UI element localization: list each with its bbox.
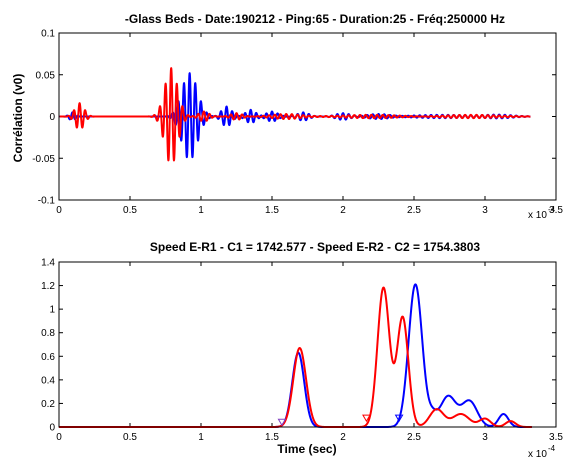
chart-bottom-marker-purple (277, 418, 287, 427)
chart-bottom-xlabel: Time (sec) (277, 442, 336, 456)
chart-top-xtick-label: 2.5 (407, 205, 421, 216)
chart-bottom-xtick-label: 0 (56, 432, 62, 443)
chart-top-xscale-exp: -4 (548, 205, 556, 214)
chart-top-lines (58, 67, 532, 162)
chart-bottom-ytick-label: 0.6 (41, 352, 55, 363)
chart-bottom-xscale: x 10 (528, 449, 547, 458)
chart-top-title: -Glass Beds - Date:190212 - Ping:65 - Du… (125, 12, 505, 26)
chart-top-xtick-label: 1 (198, 205, 204, 216)
chart-bottom-ytick-label: 0 (49, 423, 55, 434)
chart-top-ytick-label: 0.05 (36, 70, 56, 81)
chart-top: -Glass Beds - Date:190212 - Ping:65 - Du… (11, 12, 563, 221)
chart-top-ytick-label: -0.1 (38, 196, 56, 207)
chart-bottom-xtick-label: 1.5 (265, 432, 279, 443)
chart-top-xscale: x 10 (528, 210, 547, 221)
chart-top-xtick-label: 2 (340, 205, 346, 216)
chart-bottom-xtick-label: 1 (198, 432, 204, 443)
chart-top-xtick-label: 3.5 (549, 205, 563, 216)
chart-top-ticks: 0 0.5 1 1.5 2 2.5 3 3.5 -0.1 -0.05 0 0.05 0.1 (32, 29, 563, 217)
chart-bottom-frame (58, 261, 557, 428)
chart-top-ytick-label: 0.1 (41, 29, 55, 40)
chart-bottom-ytick-label: 1.4 (41, 258, 55, 269)
chart-bottom-xtick-label: 2 (340, 432, 346, 443)
chart-top-xtick-label: 0.5 (123, 205, 137, 216)
chart-bottom-ticks: 0 0.5 1 1.5 2 2.5 3 3.5 0 0.2 0.4 0.6 0.8 1 1.2 1.4 (41, 258, 563, 444)
chart-bottom-lines (58, 283, 533, 428)
chart-top-xtick-label: 0 (56, 205, 62, 216)
chart-bottom-ytick-label: 1.2 (41, 281, 55, 292)
chart-top-xtick-label: 1.5 (265, 205, 279, 216)
chart-bottom-xtick-label: 2.5 (407, 432, 421, 443)
chart-top-ytick-label: -0.05 (32, 154, 55, 165)
chart-top-ylabel: Corrélation (v0) (11, 74, 25, 163)
chart-bottom-xtick-label: 0.5 (123, 432, 137, 443)
chart-bottom-xtick-label: 3 (482, 432, 488, 443)
chart-top-ytick-label: 0 (49, 112, 55, 123)
chart-top-frame (58, 32, 557, 201)
chart-top-series-red (58, 67, 532, 162)
chart-bottom-ytick-label: 0.2 (41, 399, 55, 410)
chart-bottom-xscale-exp: -4 (548, 444, 556, 453)
chart-top-xtick-label: 3 (482, 205, 488, 216)
chart-bottom-marker-blue (394, 414, 404, 423)
chart-bottom-ytick-label: 0.8 (41, 328, 55, 339)
chart-bottom-xtick-label: 3.5 (549, 432, 563, 443)
chart-bottom-marker-red (362, 414, 371, 423)
chart-bottom-ytick-label: 1 (49, 305, 55, 316)
chart-bottom-ytick-label: 0.4 (41, 375, 55, 386)
chart-bottom-title: Speed E-R1 - C1 = 1742.577 - Speed E-R2 … (150, 240, 480, 254)
chart-bottom-series-blue (58, 283, 533, 428)
chart-bottom: Speed E-R1 - C1 = 1742.577 - Speed E-R2 … (41, 240, 563, 458)
